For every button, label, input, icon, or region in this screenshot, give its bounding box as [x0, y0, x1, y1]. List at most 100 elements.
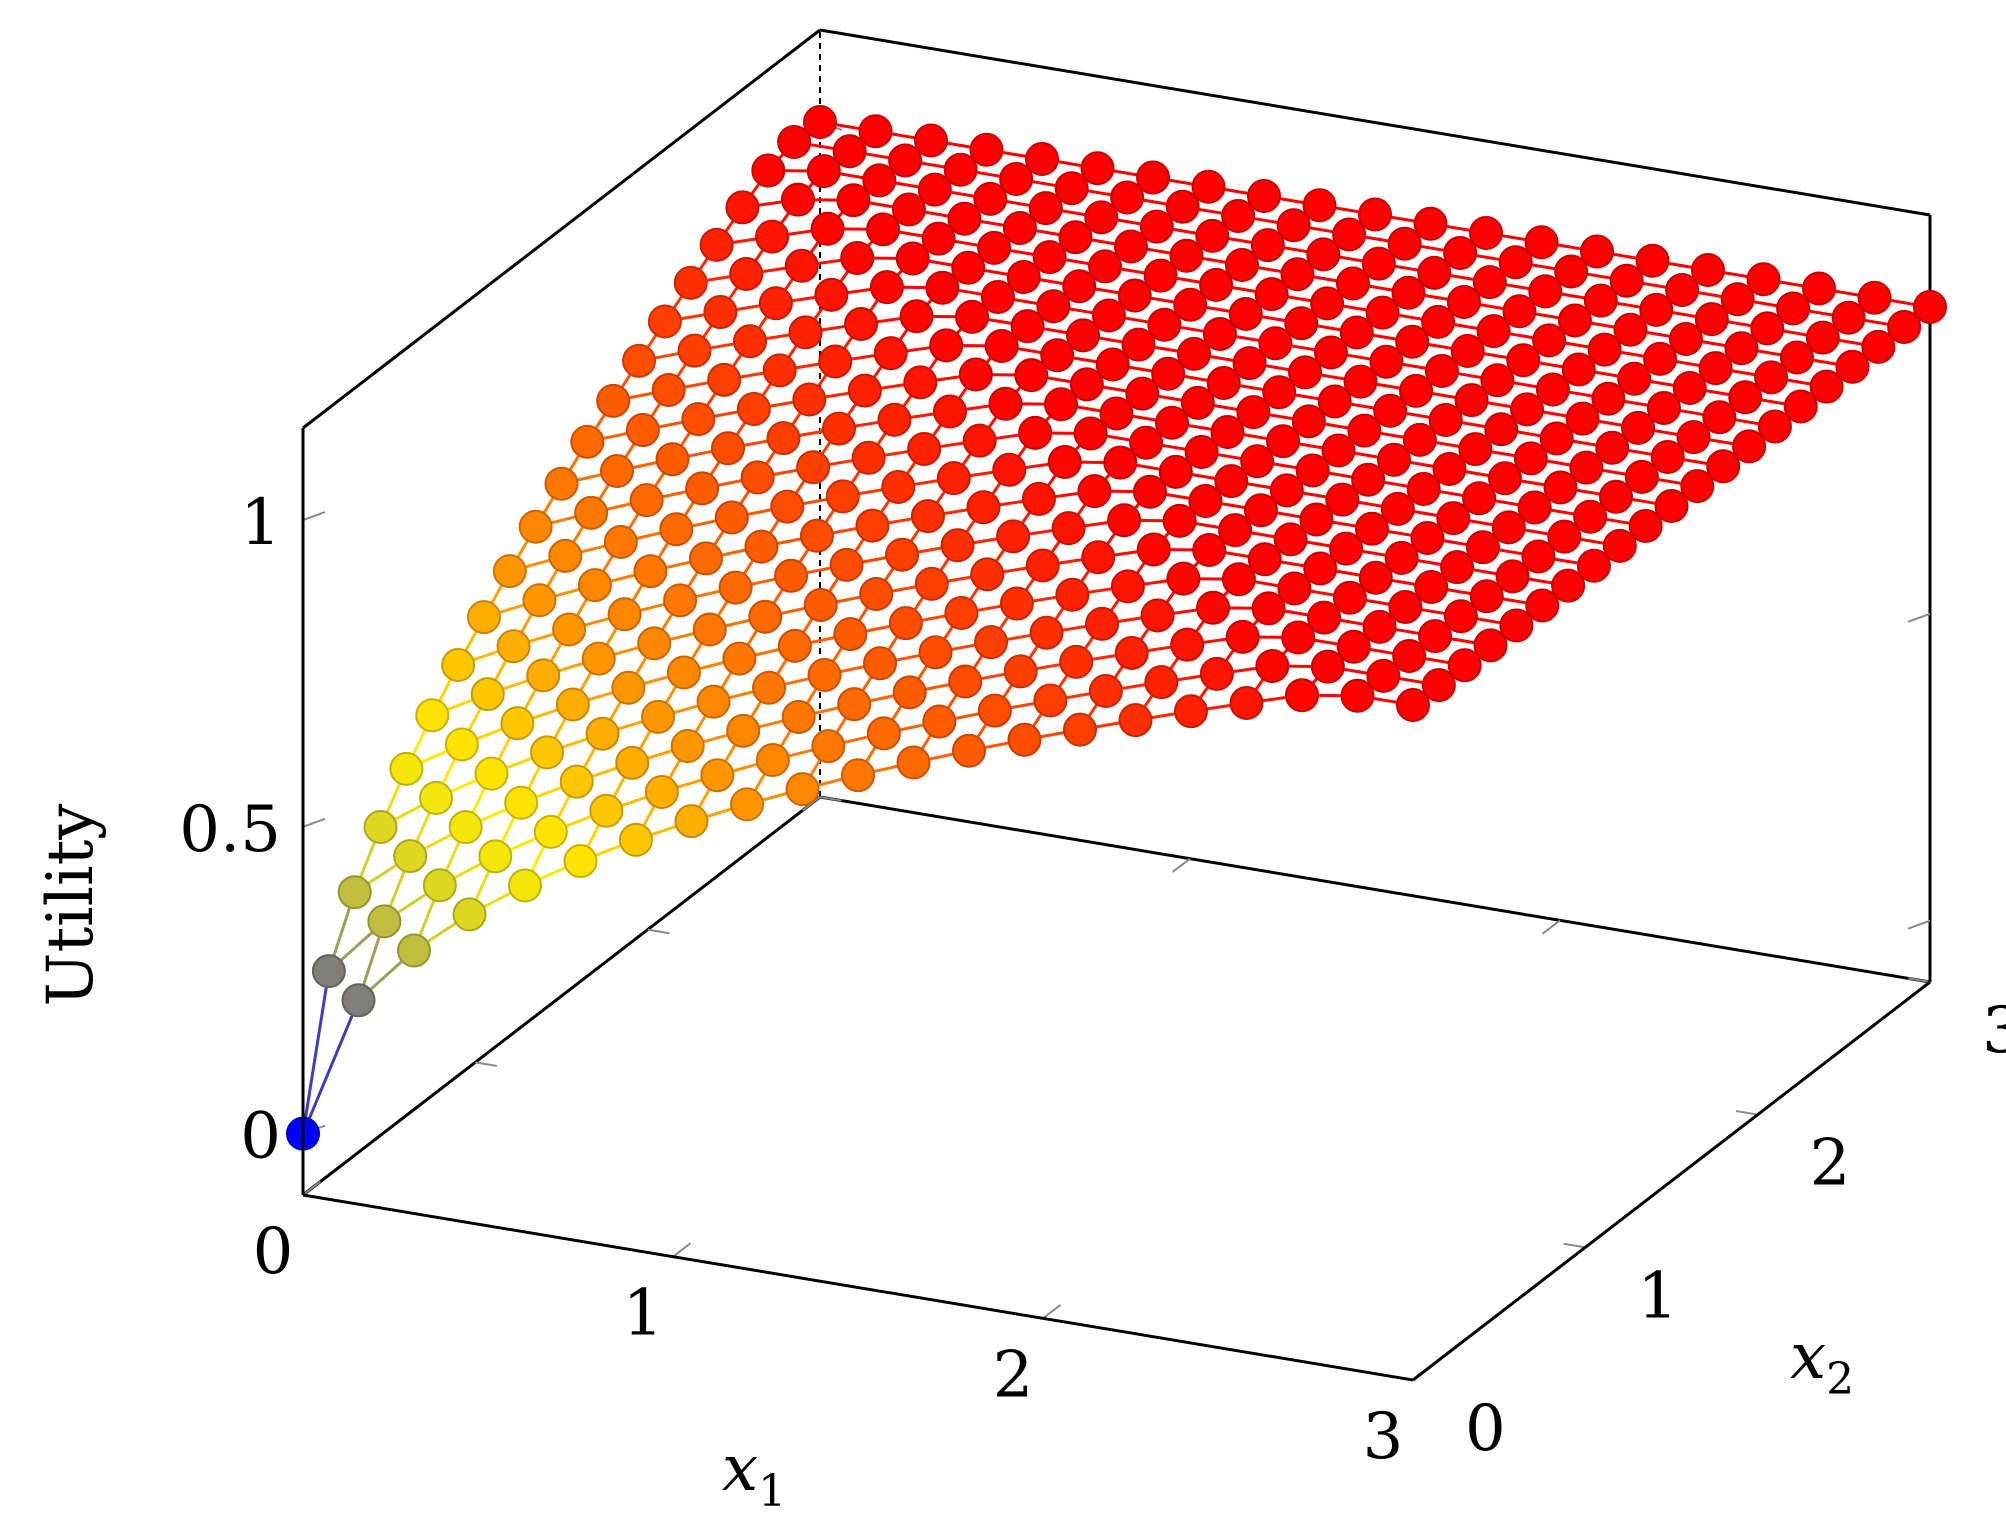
data-point	[1029, 615, 1064, 650]
data-point	[1136, 160, 1170, 195]
data-point	[1358, 197, 1392, 232]
data-point	[766, 421, 801, 456]
data-point	[936, 461, 971, 496]
data-point	[1528, 274, 1563, 309]
data-point	[1602, 528, 1637, 563]
data-point	[1132, 474, 1167, 509]
data-point	[1232, 346, 1267, 381]
y-tick-mark	[1908, 977, 1931, 983]
data-point	[1184, 434, 1219, 469]
data-point	[1032, 240, 1067, 275]
data-point	[1247, 542, 1282, 577]
data-point	[1665, 272, 1700, 307]
data-point	[367, 904, 402, 939]
data-point	[470, 677, 505, 712]
data-point	[1580, 234, 1614, 269]
data-point	[977, 230, 1012, 265]
data-point	[1428, 402, 1463, 437]
data-point	[1732, 429, 1767, 464]
data-point	[799, 518, 834, 553]
data-point	[1303, 551, 1338, 586]
data-point	[1325, 482, 1360, 517]
data-point	[899, 299, 934, 334]
data-point	[1599, 479, 1633, 514]
data-point	[1480, 363, 1515, 398]
data-point	[958, 357, 993, 392]
data-point	[1191, 169, 1226, 204]
data-point	[1706, 449, 1741, 484]
data-point	[921, 221, 956, 256]
data-point	[615, 745, 650, 780]
data-point	[873, 336, 908, 371]
data-point	[1218, 513, 1253, 548]
data-point	[1668, 321, 1703, 356]
top-edge-left	[302, 28, 821, 430]
data-point	[999, 161, 1034, 196]
data-point	[1535, 372, 1570, 407]
data-point	[1055, 577, 1090, 612]
data-point	[1025, 142, 1059, 177]
floor-edge-left	[302, 795, 821, 1197]
x-tick-label: 3	[1363, 1400, 1404, 1474]
data-point	[1340, 678, 1375, 713]
data-point	[563, 844, 598, 879]
data-point	[1310, 286, 1345, 321]
data-point	[1007, 722, 1042, 757]
data-point	[1414, 570, 1449, 605]
data-point	[1250, 228, 1285, 263]
data-point	[1088, 674, 1123, 708]
data-point	[625, 413, 660, 448]
data-point	[1380, 491, 1415, 526]
data-point	[933, 394, 967, 429]
data-point	[836, 183, 871, 218]
data-point	[1495, 559, 1530, 594]
data-point	[1113, 229, 1148, 264]
data-point	[1169, 238, 1204, 273]
data-point	[688, 541, 723, 576]
data-point	[1054, 171, 1089, 206]
data-point	[1702, 400, 1737, 435]
data-point	[999, 586, 1034, 621]
data-point	[555, 687, 590, 722]
data-point	[1343, 364, 1378, 399]
y-tick-mark	[1735, 1110, 1758, 1116]
data-point	[1543, 470, 1578, 505]
data-point	[673, 265, 708, 300]
data-point	[1402, 422, 1437, 457]
data-point	[1192, 533, 1227, 568]
data-point	[1158, 454, 1193, 489]
data-point	[748, 599, 783, 634]
data-point	[1613, 312, 1648, 347]
data-point	[1377, 442, 1411, 477]
data-point	[1033, 683, 1068, 718]
data-point	[629, 483, 664, 518]
data-point	[1077, 474, 1112, 509]
data-point	[422, 868, 457, 903]
y-tick-label: 0	[1465, 1392, 1506, 1466]
data-point	[947, 201, 982, 236]
data-point	[1413, 206, 1448, 241]
data-point	[533, 814, 568, 849]
data-point	[1595, 430, 1630, 465]
data-point	[1366, 658, 1401, 693]
data-point	[1484, 412, 1519, 447]
data-point	[1247, 179, 1281, 214]
data-point	[641, 699, 676, 734]
data-point	[1214, 464, 1249, 499]
data-point	[863, 646, 898, 681]
data-point	[1583, 283, 1618, 318]
data-point	[1750, 311, 1785, 346]
data-point	[1329, 531, 1364, 566]
data-point	[1421, 668, 1456, 703]
data-point	[1258, 326, 1293, 361]
data-point	[1635, 243, 1670, 278]
data-point	[622, 343, 657, 378]
data-point	[877, 402, 912, 437]
data-point	[666, 655, 701, 690]
data-point	[1351, 462, 1386, 497]
data-point	[751, 153, 786, 188]
data-point	[1554, 254, 1589, 289]
x-tick-mark-back	[1541, 919, 1561, 935]
data-point	[807, 658, 842, 693]
data-point	[570, 424, 605, 459]
